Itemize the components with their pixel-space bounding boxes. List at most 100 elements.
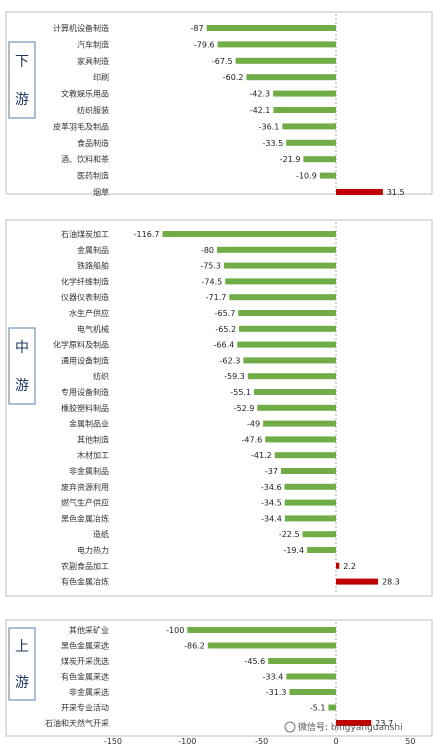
bar <box>254 389 336 395</box>
category-label: 石油煤炭加工 <box>61 229 109 239</box>
value-label: -37 <box>265 467 278 476</box>
category-label: 汽车制造 <box>77 39 109 49</box>
bar <box>280 468 336 474</box>
category-label: 非金属制品 <box>69 466 109 476</box>
category-label: 纺织服装 <box>77 105 109 115</box>
bar <box>302 531 336 538</box>
value-label: -52.9 <box>234 404 255 413</box>
category-label: 金属制品业 <box>69 419 109 429</box>
value-label: 23.7 <box>375 719 393 728</box>
bar <box>187 627 336 633</box>
category-label: 医药制造 <box>77 171 109 181</box>
panel-label-char: 游 <box>15 378 29 394</box>
category-label: 专用设备制造 <box>61 387 109 397</box>
value-label: -49 <box>247 420 260 429</box>
bar <box>238 310 336 316</box>
value-label: -116.7 <box>134 230 160 239</box>
x-tick-label: -100 <box>178 737 196 746</box>
panel-label-char: 游 <box>15 92 29 108</box>
category-label: 电力热力 <box>77 545 109 555</box>
panel-frame <box>5 11 433 195</box>
category-label: 有色金属冶炼 <box>61 577 109 587</box>
bar <box>289 689 336 695</box>
category-label: 农副食品加工 <box>61 561 109 571</box>
value-label: -34.5 <box>261 499 282 508</box>
category-label: 化学纤维制造 <box>61 276 109 286</box>
value-label: -36.1 <box>259 122 280 131</box>
x-tick-label: 0 <box>333 737 338 746</box>
value-label: 2.2 <box>343 562 356 571</box>
bar <box>243 357 336 364</box>
bar <box>328 704 336 711</box>
panel-frame <box>5 619 433 737</box>
value-label: -100 <box>166 626 184 635</box>
category-label: 酒、饮料和茶 <box>61 154 109 164</box>
category-label: 水生产供应 <box>69 308 109 318</box>
value-label: -67.5 <box>212 57 233 66</box>
value-label: -80 <box>201 246 214 255</box>
bar <box>286 139 336 146</box>
bar <box>229 294 336 301</box>
bar <box>273 90 336 97</box>
x-tick-label: -50 <box>255 737 268 746</box>
watermark-text: 微信号: bingyanguanshi <box>298 721 403 733</box>
panel-label-char: 下 <box>15 54 29 70</box>
bar <box>263 420 336 427</box>
x-tick-label: -150 <box>104 737 122 746</box>
category-label: 有色金属采选 <box>61 672 109 682</box>
bar <box>206 25 336 31</box>
value-label: -34.6 <box>261 483 282 492</box>
value-label: -42.1 <box>250 106 271 115</box>
category-label: 废弃资源利用 <box>61 482 109 492</box>
bar <box>162 231 336 237</box>
bar <box>268 658 336 664</box>
bar <box>225 278 336 285</box>
panel-label-box <box>8 627 36 701</box>
bar <box>235 57 336 64</box>
panel-label-char: 游 <box>15 675 29 691</box>
bar <box>239 325 336 332</box>
bar <box>274 452 336 459</box>
value-label: -42.3 <box>249 90 270 99</box>
bar <box>237 341 336 348</box>
bar <box>265 436 336 443</box>
value-label: -5.1 <box>310 704 326 713</box>
panel-label-box <box>8 41 36 119</box>
category-label: 橡胶塑料制品 <box>61 403 109 413</box>
x-tick-label: 50 <box>405 737 415 746</box>
value-label: -33.4 <box>263 673 284 682</box>
bar <box>336 562 340 569</box>
category-label: 家具制造 <box>77 56 109 66</box>
value-label: -75.3 <box>200 262 221 271</box>
bar <box>336 189 383 195</box>
bar <box>273 107 336 113</box>
category-label: 纺织 <box>93 371 109 381</box>
bar <box>257 404 336 411</box>
value-label: -74.5 <box>202 277 223 286</box>
bar <box>303 156 336 163</box>
bar <box>284 483 336 490</box>
value-label: -55.1 <box>230 388 251 397</box>
bar <box>284 499 336 506</box>
bar <box>247 373 336 380</box>
value-label: -62.3 <box>220 356 241 365</box>
value-label: 31.5 <box>387 188 405 197</box>
value-label: -45.6 <box>244 657 265 666</box>
bar <box>336 578 379 585</box>
category-label: 造纸 <box>93 529 109 539</box>
category-label: 化学原料及制品 <box>53 340 109 350</box>
bar <box>217 246 336 253</box>
category-label: 石油和天然气开采 <box>45 718 109 728</box>
category-label: 皮革羽毛及制品 <box>53 121 109 131</box>
value-label: -41.2 <box>251 451 272 460</box>
category-label: 计算机设备制造 <box>53 23 109 33</box>
value-label: -86.2 <box>184 642 205 651</box>
category-label: 电气机械 <box>77 324 109 334</box>
value-label: -65.2 <box>215 325 236 334</box>
value-label: -34.4 <box>261 514 282 523</box>
bar <box>286 673 336 680</box>
panel-label-box <box>8 327 36 405</box>
category-label: 食品制造 <box>77 138 109 148</box>
category-label: 金属制品 <box>77 245 109 255</box>
